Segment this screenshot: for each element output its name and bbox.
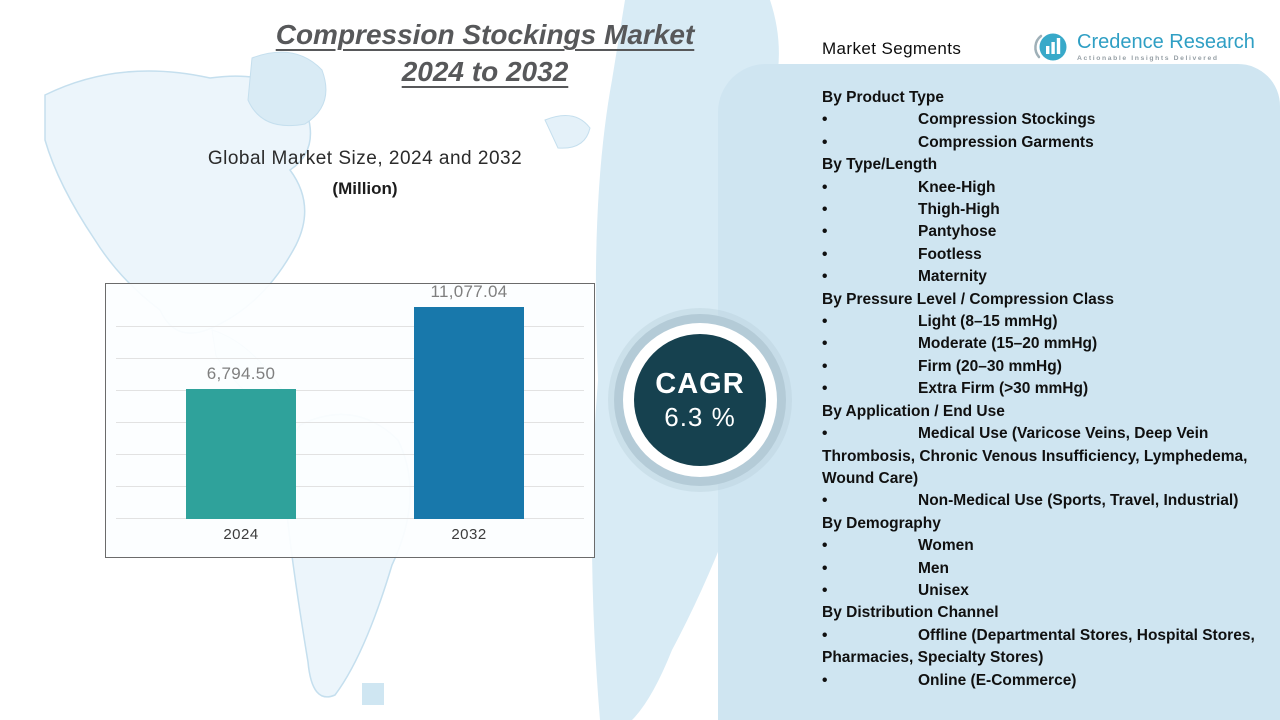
segment-item: • Medical Use (Varicose Veins, Deep Vein … bbox=[822, 423, 1264, 490]
segment-item: • Light (8–15 mmHg) bbox=[822, 311, 1264, 333]
title-line-2: 2024 to 2032 bbox=[401, 56, 569, 87]
segment-item-label: Moderate (15–20 mmHg) bbox=[918, 335, 1098, 353]
chart-title: Global Market Size, 2024 and 2032 bbox=[207, 148, 523, 169]
segment-item-label: Light (8–15 mmHg) bbox=[918, 313, 1058, 331]
title-line-1: Compression Stockings Market bbox=[275, 19, 695, 50]
bullet-icon: • bbox=[822, 268, 828, 286]
brand-name: Credence Research bbox=[1077, 30, 1255, 53]
cagr-circle: CAGR 6.3 % bbox=[634, 334, 766, 466]
cagr-label: CAGR bbox=[655, 368, 745, 400]
map-island bbox=[544, 115, 591, 149]
segment-item: • Maternity bbox=[822, 266, 1264, 288]
bar-rect bbox=[186, 389, 296, 519]
segment-item-label: Women bbox=[918, 537, 974, 555]
segment-group-header: By Product Type bbox=[822, 89, 945, 106]
segment-item-label: Thigh-High bbox=[918, 201, 1000, 219]
map-greenland bbox=[247, 51, 327, 127]
bullet-icon: • bbox=[822, 313, 828, 331]
segment-item-label: Footless bbox=[918, 245, 982, 263]
bullet-icon: • bbox=[822, 380, 828, 398]
segment-item: • Thigh-High bbox=[822, 199, 1264, 221]
segment-item-label: Extra Firm (>30 mmHg) bbox=[918, 380, 1089, 398]
segment-item: • Moderate (15–20 mmHg) bbox=[822, 333, 1264, 355]
bullet-icon: • bbox=[822, 201, 828, 219]
bullet-icon: • bbox=[822, 559, 828, 577]
segment-item: • Extra Firm (>30 mmHg) bbox=[822, 378, 1264, 400]
bullet-icon: • bbox=[822, 335, 828, 353]
cagr-badge: CAGR 6.3 % bbox=[614, 314, 786, 486]
segment-item: • Unisex bbox=[822, 580, 1264, 602]
bullet-icon: • bbox=[822, 581, 828, 599]
page-title: Compression Stockings Market 2024 to 203… bbox=[180, 16, 790, 90]
segment-item: • Firm (20–30 mmHg) bbox=[822, 356, 1264, 378]
segment-item-label: Non-Medical Use (Sports, Travel, Industr… bbox=[918, 492, 1239, 510]
bullet-icon: • bbox=[822, 357, 828, 375]
bar-rect bbox=[414, 307, 524, 519]
segments-panel-title: Market Segments bbox=[822, 39, 962, 58]
bar-value-label: 6,794.50 bbox=[206, 364, 276, 383]
bullet-icon: • bbox=[822, 537, 828, 555]
segment-group-header: By Demography bbox=[822, 514, 941, 532]
bullet-icon: • bbox=[822, 111, 828, 129]
map-island-square bbox=[362, 683, 384, 705]
segment-item: • Compression Garments bbox=[822, 132, 1264, 154]
segment-item: • Knee-High bbox=[822, 177, 1264, 199]
bullet-icon: • bbox=[822, 626, 828, 644]
segment-item-label: Offline (Departmental Stores, Hospital S… bbox=[822, 626, 1255, 667]
segment-item: • Online (E-Commerce) bbox=[822, 670, 1264, 692]
segment-item-label: Unisex bbox=[918, 581, 969, 599]
segment-item-label: Compression Garments bbox=[918, 133, 1094, 151]
segment-item-label: Men bbox=[918, 559, 949, 577]
segment-item: • Offline (Departmental Stores, Hospital … bbox=[822, 625, 1264, 670]
segment-group-header: By Distribution Channel bbox=[822, 604, 999, 622]
segment-item-label: Firm (20–30 mmHg) bbox=[918, 357, 1062, 375]
bullet-icon: • bbox=[822, 223, 828, 241]
segments-list: By Product Type • Compression Stockings • Co… bbox=[822, 87, 1264, 692]
segment-item: • Non-Medical Use (Sports, Travel, Indust… bbox=[822, 490, 1264, 512]
cagr-ring: CAGR 6.3 % bbox=[623, 323, 777, 477]
brand-logo: Credence Research Actionable Insights De… bbox=[1032, 27, 1255, 65]
bar-2032: 11,077.04 2032 bbox=[414, 282, 524, 543]
segment-item-label: Pantyhose bbox=[918, 223, 997, 241]
bar-2024: 6,794.50 2024 bbox=[186, 364, 296, 543]
segments-panel bbox=[718, 64, 1280, 720]
segment-item: • Footless bbox=[822, 244, 1264, 266]
bar-category-label: 2032 bbox=[451, 526, 487, 543]
segment-item-label: Online (E-Commerce) bbox=[918, 671, 1077, 689]
bar-chart: 6,794.50 2024 11,077.04 2032 bbox=[105, 282, 595, 558]
segment-group-header: By Application / End Use bbox=[822, 402, 1005, 420]
bar-value-label: 11,077.04 bbox=[430, 282, 508, 301]
brand-tagline: Actionable Insights Delivered bbox=[1077, 54, 1219, 62]
bullet-icon: • bbox=[822, 671, 828, 689]
segment-group-header: By Type/Length bbox=[822, 156, 938, 174]
segment-item: • Men bbox=[822, 558, 1264, 580]
segment-item: • Women bbox=[822, 535, 1264, 557]
bullet-icon: • bbox=[822, 245, 828, 263]
segment-item-label: Knee-High bbox=[918, 178, 996, 196]
bar-category-label: 2024 bbox=[223, 526, 259, 543]
brand-logo-icon bbox=[1034, 33, 1067, 61]
bullet-icon: • bbox=[822, 492, 828, 510]
segment-item-label: Compression Stockings bbox=[918, 111, 1096, 129]
map-north-america bbox=[44, 70, 312, 334]
segment-item: • Compression Stockings bbox=[822, 109, 1264, 131]
segment-group-header: By Pressure Level / Compression Class bbox=[822, 290, 1115, 308]
segment-item: • Pantyhose bbox=[822, 221, 1264, 243]
segment-item-label: Medical Use (Varicose Veins, Deep Vein T… bbox=[822, 425, 1248, 487]
bullet-icon: • bbox=[822, 133, 828, 151]
cagr-value: 6.3 % bbox=[664, 402, 736, 432]
chart-unit-label: (Million) bbox=[332, 179, 398, 198]
brand-text: Credence Research Actionable Insights De… bbox=[1077, 31, 1255, 62]
bullet-icon: • bbox=[822, 425, 828, 443]
bullet-icon: • bbox=[822, 178, 828, 196]
segment-item-label: Maternity bbox=[918, 268, 987, 286]
